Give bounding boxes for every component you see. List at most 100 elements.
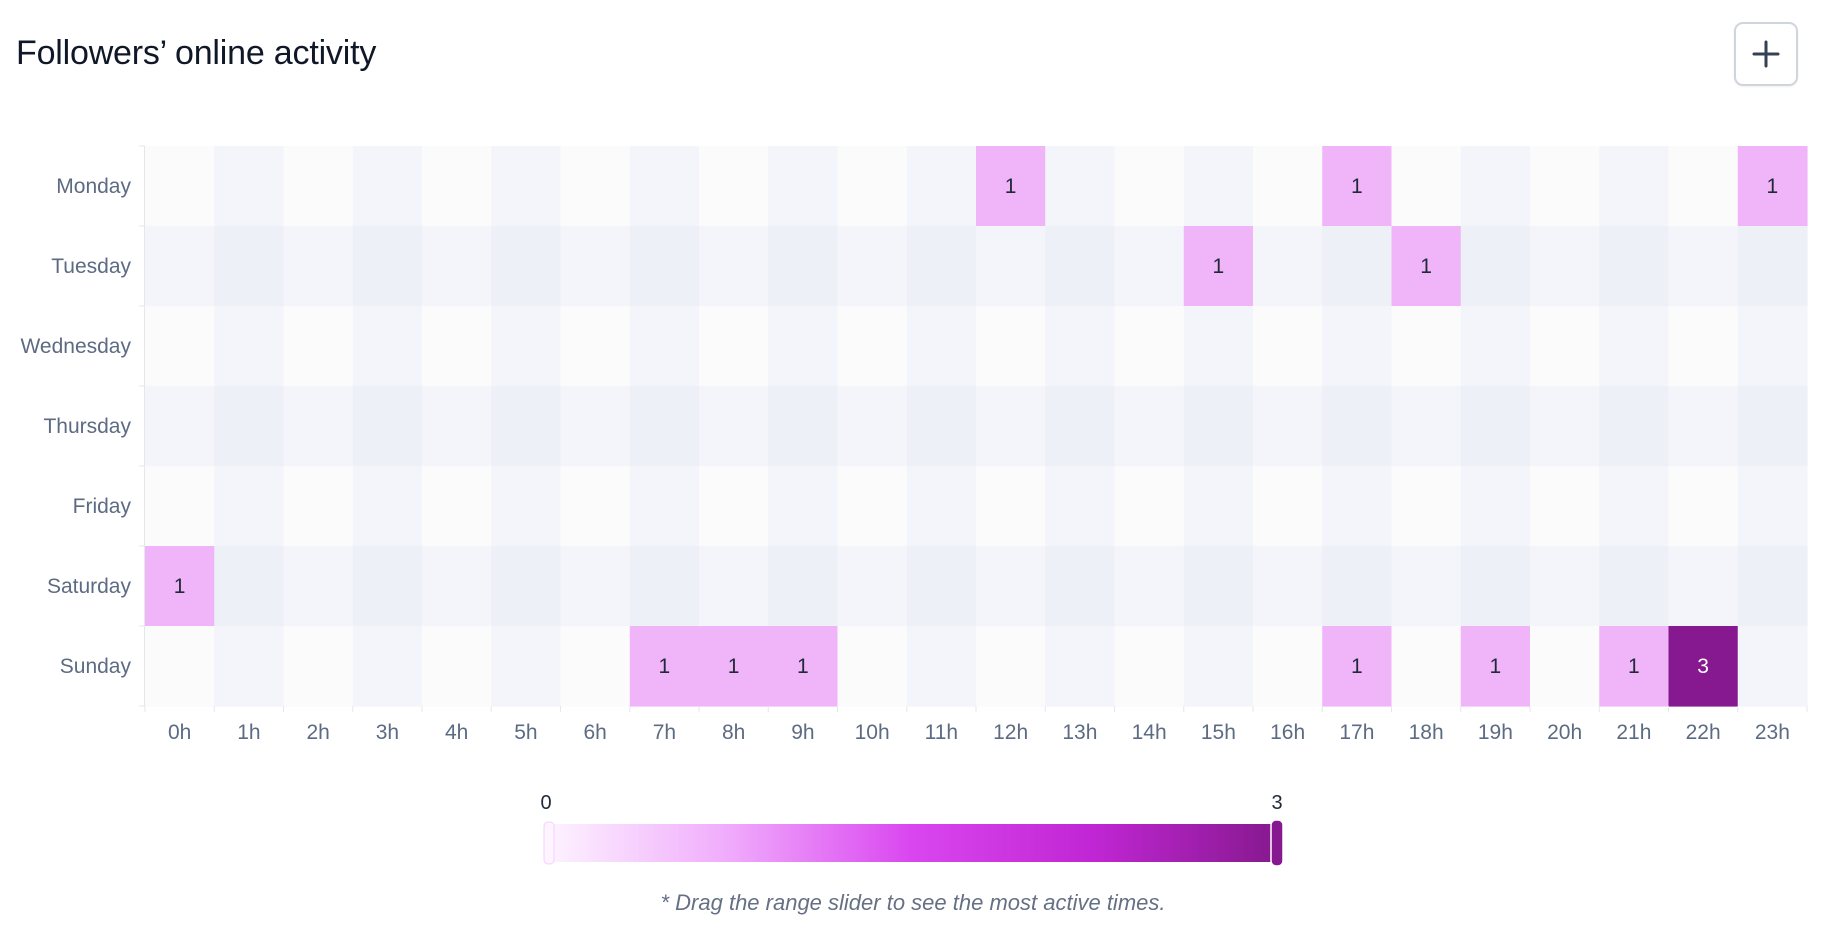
heatmap-cell <box>145 146 215 227</box>
x-axis-label: 12h <box>993 721 1028 744</box>
x-axis-label: 21h <box>1616 721 1651 744</box>
heatmap-cell <box>906 546 977 627</box>
heatmap-cell <box>491 546 562 627</box>
y-axis-label: Saturday <box>47 575 132 598</box>
add-button[interactable] <box>1734 22 1798 86</box>
heatmap-cell <box>699 146 769 227</box>
range-slider-min-handle[interactable] <box>543 821 555 865</box>
x-axis-label: 2h <box>306 721 329 744</box>
y-axis-label: Sunday <box>60 655 132 678</box>
heatmap-cell <box>1668 466 1739 547</box>
heatmap-cell <box>560 466 631 547</box>
x-axis-label: 5h <box>514 721 537 744</box>
heatmap-cell <box>1668 146 1739 227</box>
heatmap-cell <box>1391 466 1462 547</box>
cell-value-label: 3 <box>1697 655 1709 678</box>
heatmap-cell <box>214 546 285 627</box>
heatmap-cell <box>1530 466 1600 547</box>
heatmap-cell <box>837 466 908 547</box>
heatmap-cell <box>1530 546 1600 627</box>
heatmap-cell <box>1183 306 1254 387</box>
heatmap-cell <box>352 626 423 707</box>
heatmap-cell <box>699 466 769 547</box>
heatmap-cell <box>1599 546 1670 627</box>
heatmap-cell <box>491 306 562 387</box>
heatmap-cell <box>491 226 562 307</box>
heatmap-cell <box>560 626 631 707</box>
x-axis-label: 22h <box>1686 721 1721 744</box>
heatmap-cell <box>283 386 354 467</box>
x-axis-label: 16h <box>1270 721 1305 744</box>
x-axis-label: 23h <box>1755 721 1790 744</box>
heatmap-cell <box>1322 386 1393 467</box>
x-axis-label: 17h <box>1339 721 1374 744</box>
heatmap-cell <box>1737 626 1808 707</box>
heatmap-cell <box>1737 146 1808 227</box>
heatmap-cell <box>1253 386 1323 467</box>
heatmap-cell <box>699 386 769 467</box>
heatmap-cell <box>1460 386 1531 467</box>
heatmap-cell <box>1253 306 1323 387</box>
heatmap-cell <box>768 386 839 467</box>
heatmap-cell <box>976 146 1046 227</box>
x-axis-label: 1h <box>237 721 260 744</box>
heatmap-cell <box>145 306 215 387</box>
heatmap-cell <box>145 386 215 467</box>
y-axis-label: Friday <box>73 495 132 518</box>
heatmap-cell <box>1114 146 1185 227</box>
heatmap-cell <box>352 386 423 467</box>
heatmap-cell <box>768 146 839 227</box>
x-axis-label: 15h <box>1201 721 1236 744</box>
heatmap-cell <box>976 386 1046 467</box>
heatmap-cell <box>145 466 215 547</box>
range-slider-max-handle[interactable] <box>1270 819 1284 867</box>
heatmap-cell <box>1460 466 1531 547</box>
heatmap-cell <box>283 146 354 227</box>
heatmap-cell <box>1599 626 1670 707</box>
x-axis-label: 14h <box>1132 721 1167 744</box>
x-axis-label: 20h <box>1547 721 1582 744</box>
heatmap-cell <box>906 306 977 387</box>
heatmap-cell <box>1322 146 1393 227</box>
heatmap-cell <box>283 466 354 547</box>
heatmap-cell <box>491 626 562 707</box>
heatmap-cell <box>699 626 769 707</box>
heatmap-cell <box>1322 546 1393 627</box>
heatmap-cell <box>1183 226 1254 307</box>
cell-value-label: 1 <box>1420 255 1432 278</box>
heatmap-cell <box>1114 546 1185 627</box>
heatmap-cell <box>906 626 977 707</box>
x-axis-label: 7h <box>653 721 676 744</box>
heatmap-cell <box>1391 386 1462 467</box>
heatmap-cell <box>1183 546 1254 627</box>
heatmap-cell <box>1668 386 1739 467</box>
heatmap-cell <box>1737 306 1808 387</box>
heatmap-cell <box>422 626 492 707</box>
heatmap-cell <box>1322 226 1393 307</box>
x-axis-label: 10h <box>855 721 890 744</box>
heatmap-cell <box>1045 306 1116 387</box>
heatmap-cell <box>283 546 354 627</box>
heatmap-cell <box>1183 386 1254 467</box>
x-axis-label: 0h <box>168 721 191 744</box>
heatmap-cell <box>976 466 1046 547</box>
heatmap-cell <box>1183 626 1254 707</box>
heatmap-cell <box>906 466 977 547</box>
cell-value-label: 1 <box>1351 655 1363 678</box>
heatmap-cell <box>352 146 423 227</box>
heatmap-cell <box>629 466 700 547</box>
heatmap-cell <box>145 546 215 627</box>
heatmap-cell <box>906 146 977 227</box>
y-axis-label: Monday <box>56 175 131 198</box>
heatmap-cell <box>1530 386 1600 467</box>
heatmap-cell <box>1737 386 1808 467</box>
heatmap-cell <box>1253 546 1323 627</box>
heatmap-cell <box>629 626 700 707</box>
heatmap-cell <box>1391 546 1462 627</box>
heatmap-cell <box>491 466 562 547</box>
heatmap-cell <box>214 226 285 307</box>
heatmap-cell <box>1114 626 1185 707</box>
y-axis-label: Wednesday <box>20 335 131 358</box>
heatmap-cell <box>1391 226 1462 307</box>
heatmap-cell <box>1460 306 1531 387</box>
